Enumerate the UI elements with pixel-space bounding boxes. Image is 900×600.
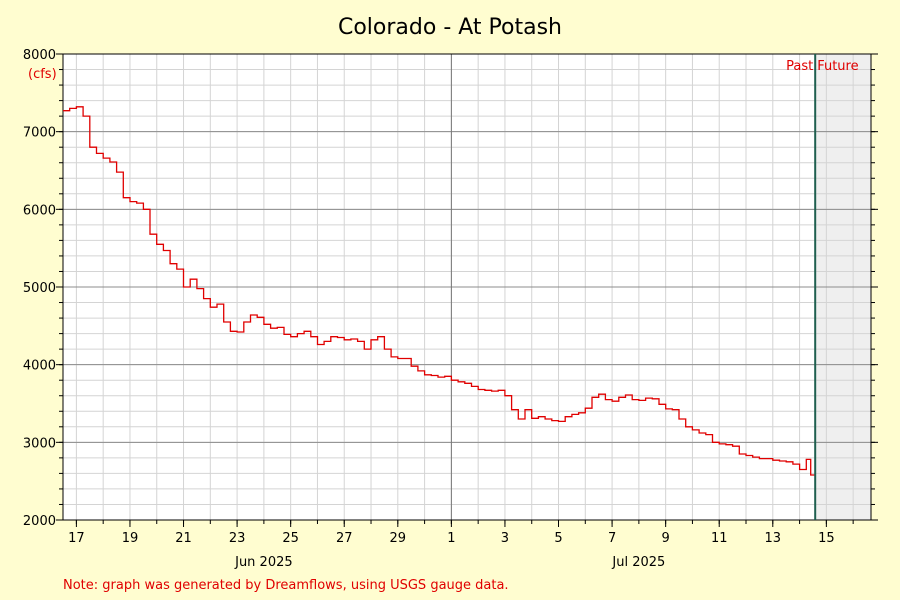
x-tick-label: 1 bbox=[447, 531, 455, 546]
month-labels: Jun 2025 Jul 2025 bbox=[234, 555, 665, 570]
x-tick-label: 29 bbox=[390, 531, 407, 546]
x-tick-label: 7 bbox=[608, 531, 616, 546]
x-tick-label: 23 bbox=[229, 531, 246, 546]
y-tick-label: 3000 bbox=[23, 436, 56, 451]
y-tick-label: 6000 bbox=[23, 203, 56, 218]
x-tick-label: 11 bbox=[711, 531, 728, 546]
month-label: Jul 2025 bbox=[611, 555, 665, 570]
x-tick-label: 17 bbox=[68, 531, 85, 546]
future-label: Future bbox=[817, 59, 858, 74]
y-axis-unit: (cfs) bbox=[28, 67, 57, 82]
x-tick-label: 25 bbox=[282, 531, 299, 546]
x-tick-label: 13 bbox=[765, 531, 782, 546]
y-tick-label: 5000 bbox=[23, 281, 56, 296]
y-tick-label: 8000 bbox=[23, 48, 56, 63]
y-tick-label: 2000 bbox=[23, 514, 56, 529]
source-note: Note: graph was generated by Dreamflows,… bbox=[63, 578, 509, 593]
x-tick-label: 9 bbox=[662, 531, 670, 546]
y-axis: 2000 3000 4000 5000 6000 7000 8000 bbox=[23, 48, 878, 529]
x-tick-label: 19 bbox=[122, 531, 139, 546]
flow-series-line bbox=[63, 106, 816, 476]
x-tick-label: 3 bbox=[501, 531, 509, 546]
x-tick-label: 15 bbox=[818, 531, 835, 546]
y-tick-label: 4000 bbox=[23, 359, 56, 374]
x-tick-label: 27 bbox=[336, 531, 353, 546]
x-axis: 17 19 21 23 25 27 29 1 3 5 7 9 11 13 15 bbox=[68, 520, 854, 546]
y-tick-label: 7000 bbox=[23, 126, 56, 141]
x-tick-label: 5 bbox=[554, 531, 562, 546]
month-label: Jun 2025 bbox=[234, 555, 293, 570]
past-label: Past bbox=[786, 59, 813, 74]
x-tick-label: 21 bbox=[175, 531, 192, 546]
chart-title: Colorado - At Potash bbox=[338, 15, 562, 40]
